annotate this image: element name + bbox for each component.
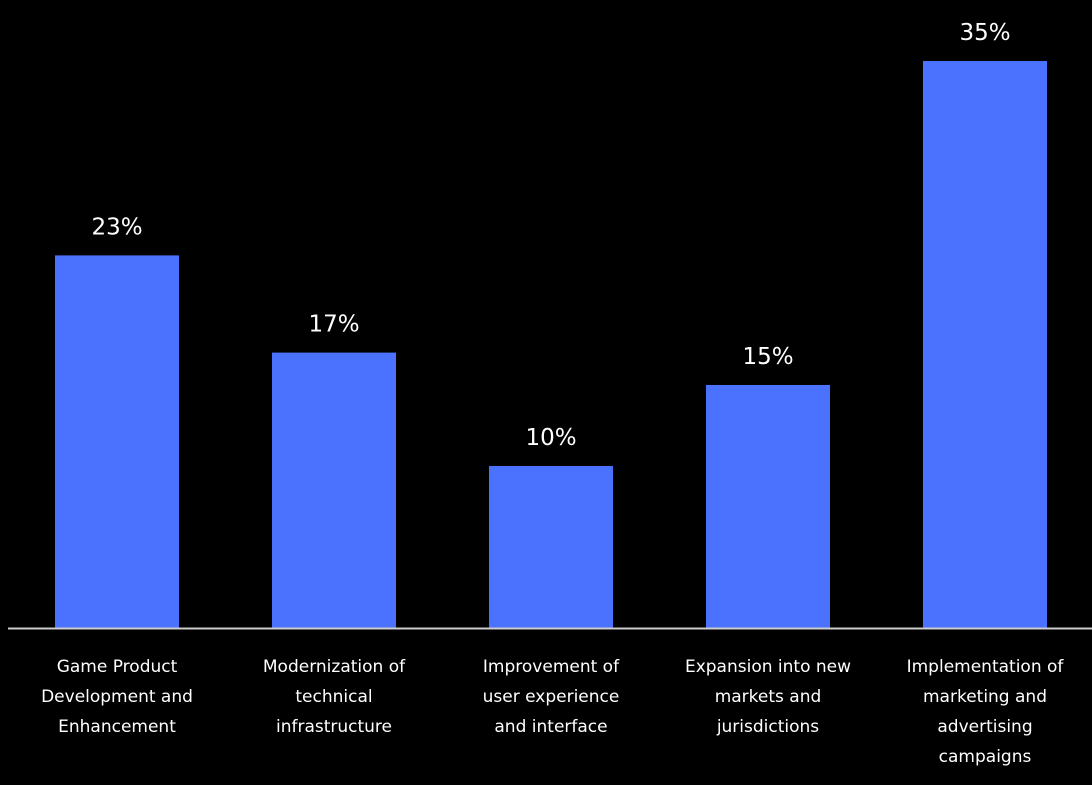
category-labels-group: Game Product Development and Enhancement Mo…: [41, 657, 1064, 767]
data-label: 10%: [525, 425, 576, 451]
category-label: Game Product Development and Enhancement: [41, 657, 193, 737]
data-label: 17%: [308, 312, 359, 338]
category-label-line: advertising: [937, 717, 1032, 737]
category-label-line: Modernization of: [263, 657, 406, 677]
category-label-line: Game Product: [57, 657, 178, 677]
bar: [706, 385, 830, 628]
category-label-line: infrastructure: [276, 717, 392, 737]
category-label-line: Implementation of: [907, 657, 1065, 677]
category-label-line: campaigns: [939, 747, 1032, 767]
category-label: Expansion into new markets and jurisdictio…: [685, 657, 851, 737]
bar: [272, 352, 396, 628]
category-label-line: Enhancement: [58, 717, 176, 737]
category-label: Modernization of technical infrastructure: [263, 657, 406, 737]
data-label: 23%: [91, 214, 142, 240]
category-label-line: and interface: [494, 717, 607, 737]
category-label: Improvement of user experience and interfa…: [483, 657, 620, 737]
category-label-line: Development and: [41, 687, 193, 707]
category-label-line: markets and: [715, 687, 822, 707]
category-label-line: Improvement of: [483, 657, 620, 677]
category-label-line: technical: [295, 687, 372, 707]
value-labels-group: 23% 17% 10% 15% 35%: [91, 20, 1010, 451]
bars-group: [55, 61, 1047, 628]
bar: [923, 61, 1047, 628]
category-label-line: marketing and: [923, 687, 1047, 707]
category-label: Implementation of marketing and advertisin…: [907, 657, 1065, 767]
category-label-line: Expansion into new: [685, 657, 851, 677]
category-label-line: jurisdictions: [716, 717, 819, 737]
category-label-line: user experience: [483, 687, 620, 707]
bar: [55, 255, 179, 628]
data-label: 15%: [742, 344, 793, 370]
bar: [489, 466, 613, 628]
data-label: 35%: [959, 20, 1010, 46]
